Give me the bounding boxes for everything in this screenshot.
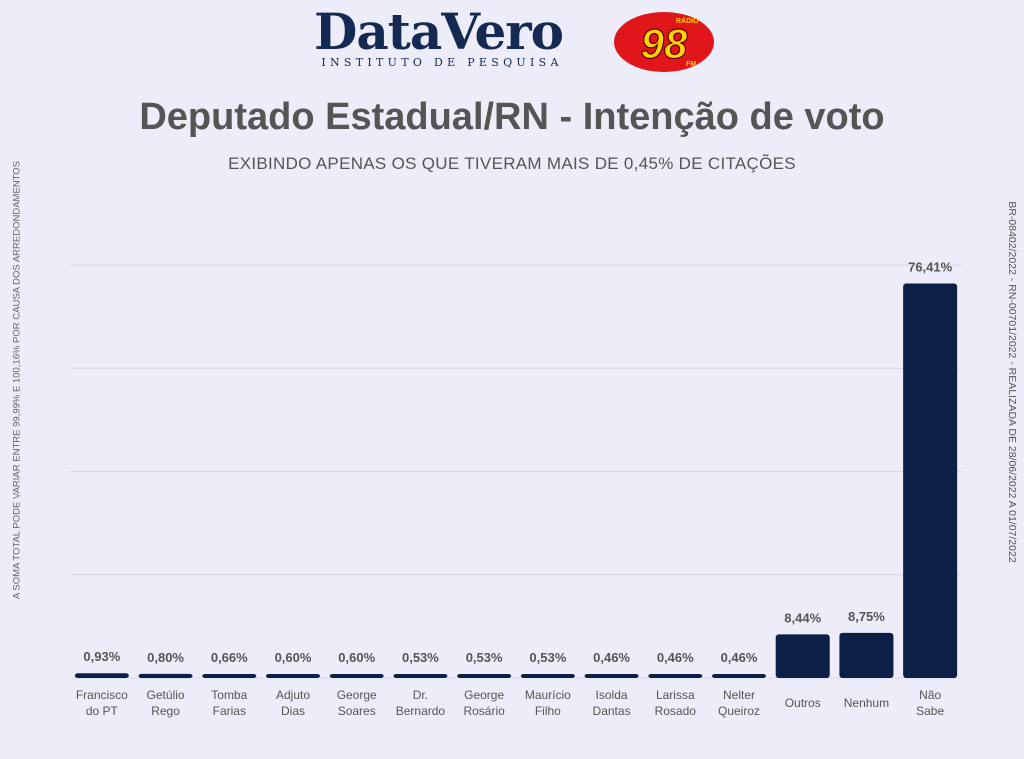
data-label: 76,41%: [908, 260, 953, 275]
category-label-line: Outros: [785, 696, 821, 710]
category-label: Getúlio Rego: [147, 688, 185, 718]
bar: [520, 674, 575, 678]
category-label: Larissa Rosado: [655, 688, 697, 718]
category-label: Outros: [785, 696, 821, 710]
category-label-line: Nenhum: [844, 696, 889, 710]
category-label: Isolda Dantas: [593, 688, 631, 718]
datavero-logo: DataVero: [314, 2, 564, 61]
category-label: Não Sabe: [916, 688, 944, 718]
data-label: 0,46%: [593, 650, 630, 665]
category-label-line: Maurício: [525, 688, 571, 702]
category-label-line: Nelter: [723, 688, 755, 702]
bar: [393, 674, 448, 678]
data-label: 8,75%: [848, 609, 885, 624]
bar: [712, 674, 766, 678]
data-label: 0,60%: [275, 650, 312, 665]
bar: [266, 674, 320, 678]
datavero-tagline: INSTITUTO DE PESQUISA: [321, 56, 563, 69]
bar: [457, 674, 512, 678]
category-label-line: Não: [919, 688, 941, 702]
category-label-line: Dantas: [593, 704, 631, 718]
category-label: Francisco do PT: [76, 688, 128, 718]
category-label-line: Queiroz: [718, 704, 760, 718]
bar: [903, 283, 958, 678]
bar: [839, 632, 894, 678]
category-label-line: Farias: [213, 704, 246, 718]
category-label-line: George: [337, 688, 377, 702]
category-label-line: Sabe: [916, 704, 944, 718]
category-label-line: Dias: [281, 704, 305, 718]
radio-logo-small-text: RÁDIO: [676, 16, 699, 25]
category-label-line: Filho: [535, 704, 561, 718]
category-label-line: do PT: [86, 704, 119, 718]
category-label-line: Getúlio: [147, 688, 185, 702]
category-label: Tomba Farias: [211, 688, 247, 718]
radio-98-logo: RÁDIO 98 FM: [614, 12, 714, 72]
category-label-line: Larissa: [656, 688, 695, 702]
category-label: Dr. Bernardo: [396, 688, 446, 718]
bar: [74, 673, 129, 678]
chart-title: Deputado Estadual/RN - Intenção de voto: [139, 96, 885, 138]
category-label-line: Soares: [338, 704, 376, 718]
category-label-line: Tomba: [211, 688, 247, 702]
category-label-line: Bernardo: [396, 704, 446, 718]
data-label: 0,60%: [338, 650, 375, 665]
data-label: 0,46%: [721, 650, 758, 665]
data-label: 0,93%: [83, 649, 120, 664]
category-label-line: Rosado: [655, 704, 697, 718]
category-label-line: Isolda: [596, 688, 628, 702]
bar: [648, 674, 703, 678]
data-label: 0,53%: [529, 650, 566, 665]
bar: [138, 673, 193, 678]
category-label: Adjuto Dias: [276, 688, 310, 718]
data-label: 8,44%: [784, 610, 821, 625]
chart-subtitle: EXIBINDO APENAS OS QUE TIVERAM MAIS DE 0…: [228, 154, 796, 173]
data-label: 0,46%: [657, 650, 694, 665]
data-label: 0,66%: [211, 650, 248, 665]
bar: [329, 674, 384, 678]
category-label: Nenhum: [844, 696, 889, 710]
data-label: 0,53%: [402, 650, 439, 665]
category-label-line: Rosário: [463, 704, 505, 718]
category-label: George Soares: [337, 688, 377, 718]
category-label-line: George: [464, 688, 504, 702]
category-label: Maurício Filho: [525, 688, 571, 718]
category-label: Nelter Queiroz: [718, 688, 760, 718]
category-label-line: Francisco: [76, 688, 128, 702]
category-label-line: Dr.: [413, 688, 428, 702]
category-label: George Rosário: [463, 688, 505, 718]
bar: [584, 674, 639, 678]
category-label-line: Adjuto: [276, 688, 310, 702]
category-label-line: Rego: [151, 704, 180, 718]
data-label: 0,80%: [147, 650, 184, 665]
data-label: 0,53%: [466, 650, 503, 665]
radio-logo-number: 98: [641, 20, 688, 67]
bar: [202, 674, 257, 678]
bar: [775, 634, 830, 678]
radio-logo-fm: FM: [686, 61, 696, 68]
